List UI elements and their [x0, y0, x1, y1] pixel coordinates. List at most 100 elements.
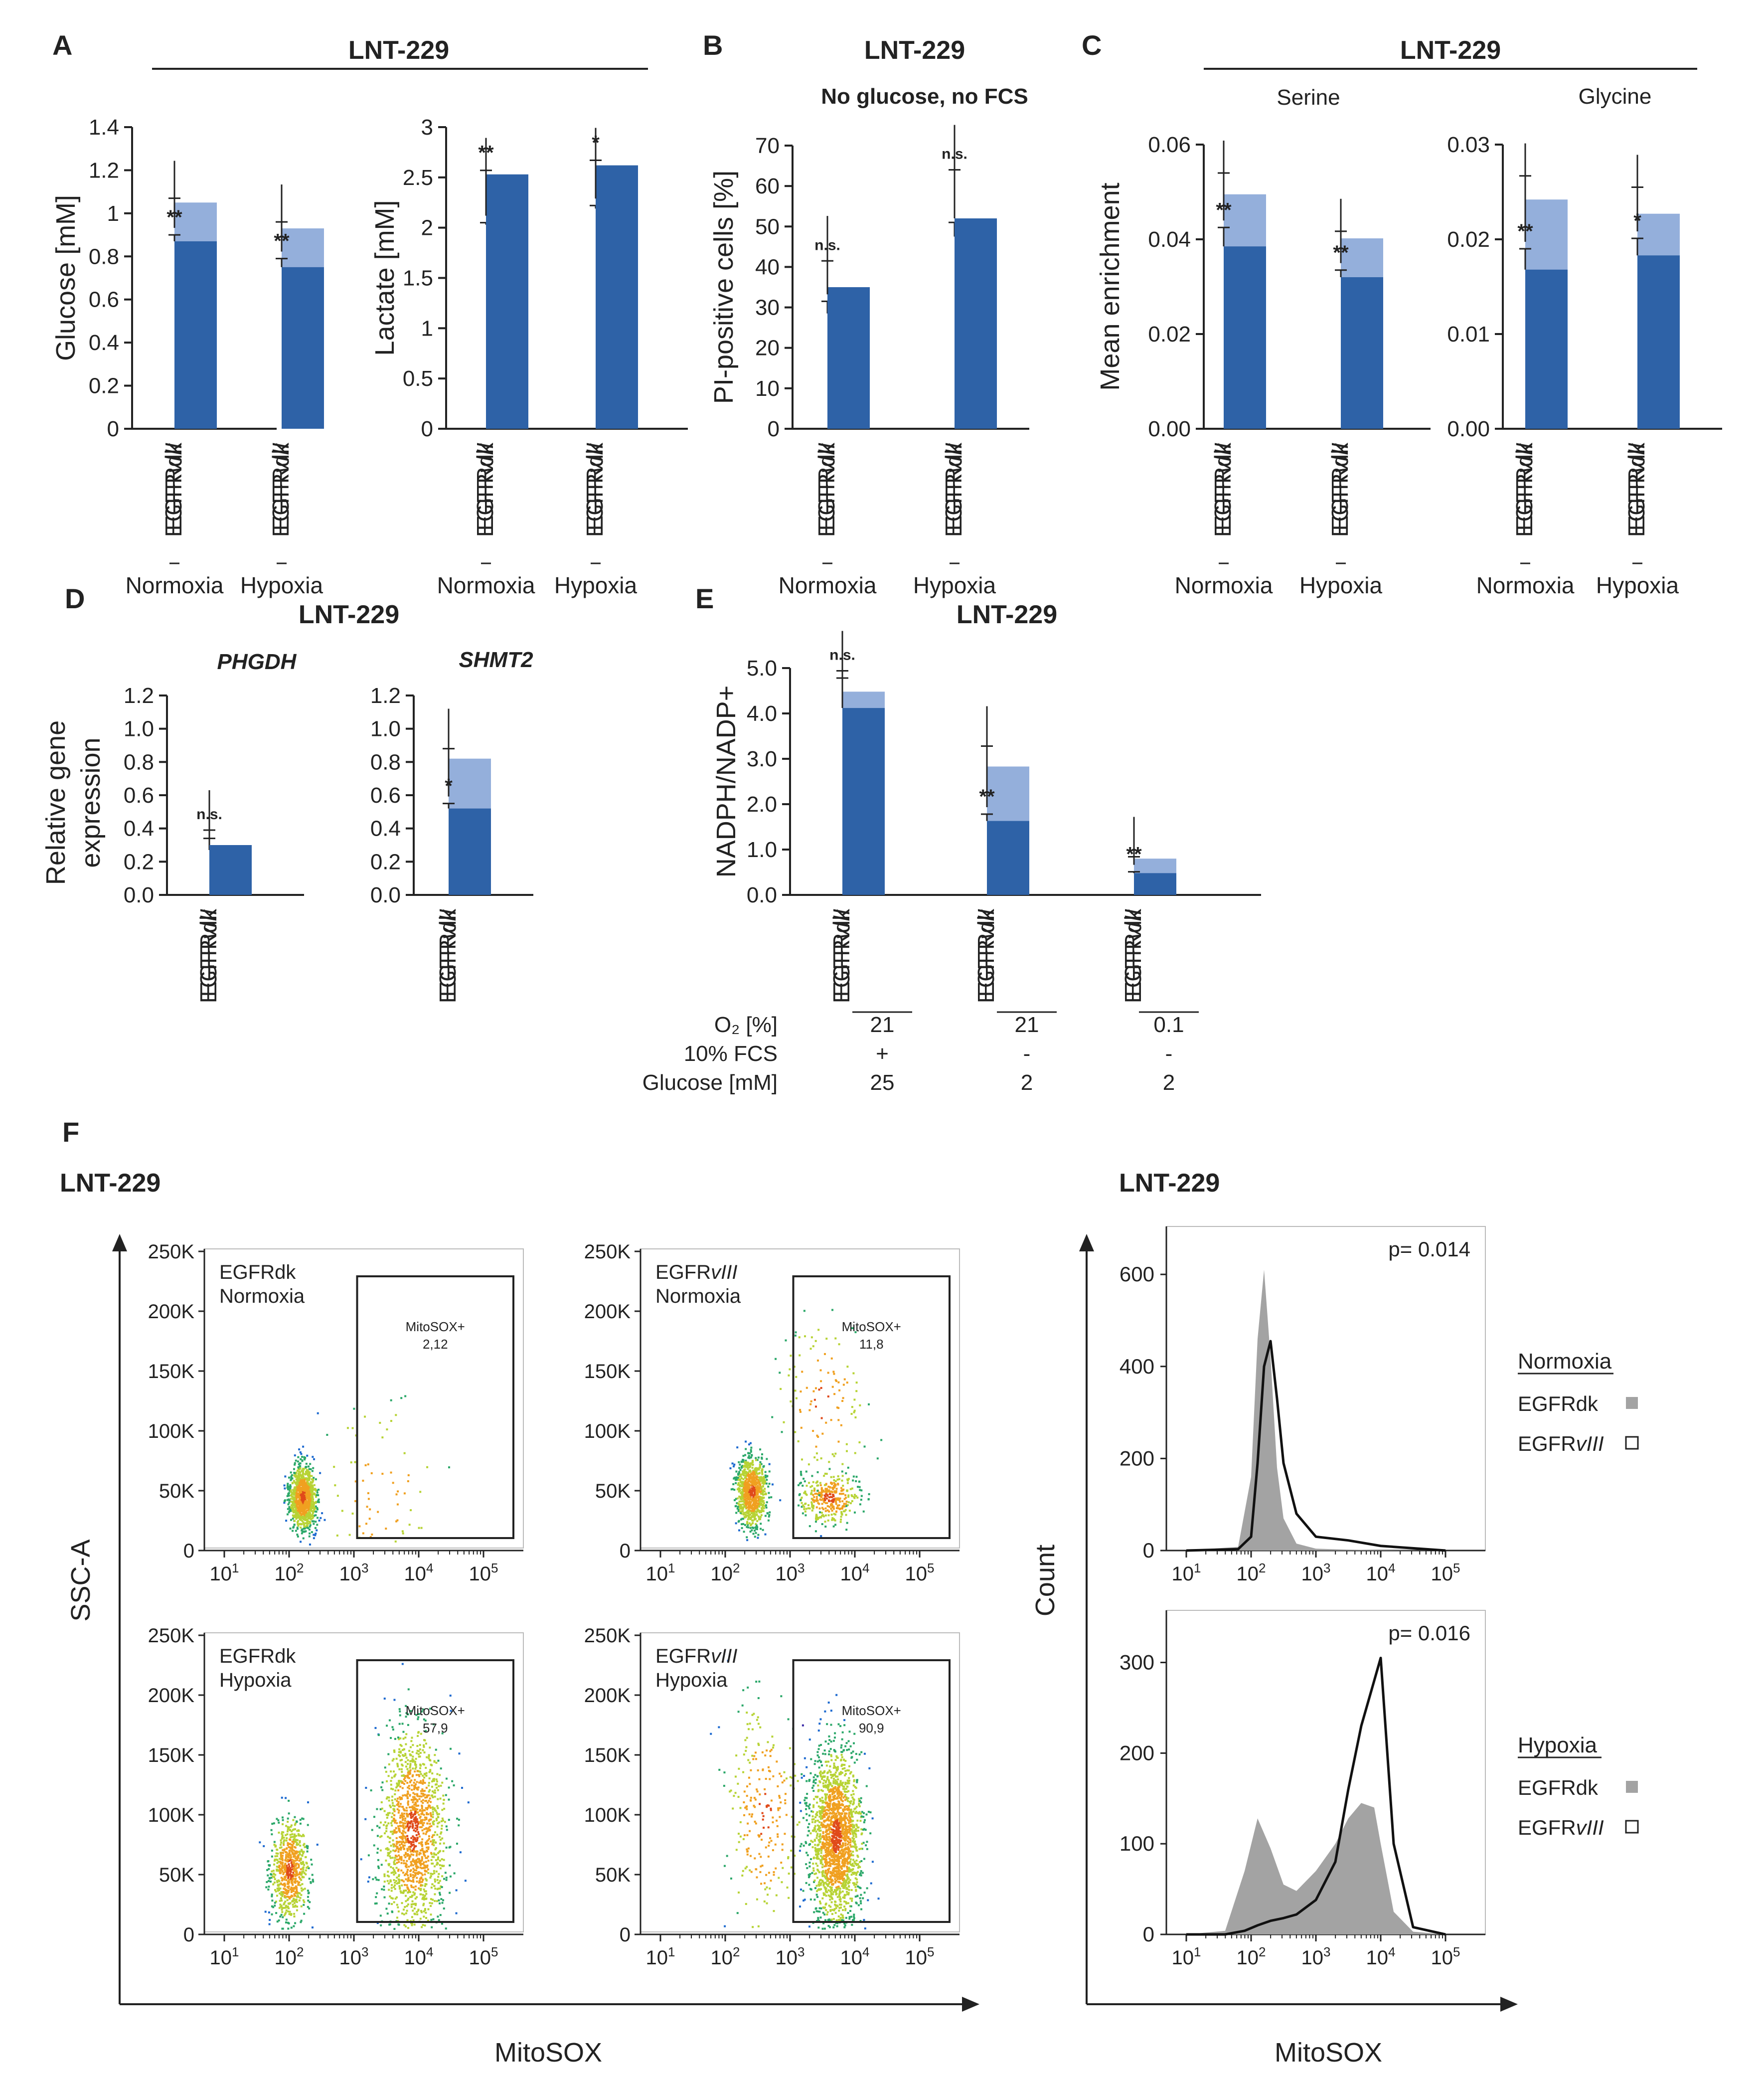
scatter-point [832, 1518, 835, 1520]
scatter-point [293, 1487, 296, 1490]
scatter-point [289, 1485, 292, 1488]
scatter-point [301, 1528, 304, 1531]
scatter-point [842, 1488, 845, 1491]
scatter-point [759, 1472, 761, 1474]
scatter-point [736, 1477, 739, 1479]
scatter-point [297, 1896, 300, 1898]
scatter-point [399, 1785, 402, 1788]
scatter-point [391, 1884, 393, 1886]
scatter-point [282, 1842, 285, 1845]
scatter-point [295, 1508, 297, 1510]
scatter-point [752, 1473, 755, 1475]
scatter-point [835, 1498, 837, 1501]
scatter-point [832, 1495, 835, 1498]
scatter-point [399, 1710, 401, 1713]
scatter-y-tick-label: 150K [148, 1361, 195, 1383]
scatter-point [397, 1765, 399, 1768]
scatter-point [388, 1875, 390, 1878]
scatter-point [366, 1506, 368, 1508]
scatter-point [810, 1493, 812, 1495]
scatter-point [282, 1862, 284, 1864]
scatter-point [808, 1482, 810, 1484]
scatter-point [308, 1907, 311, 1909]
scatter-point [290, 1836, 292, 1839]
scatter-point [825, 1493, 827, 1495]
scatter-point [294, 1501, 297, 1503]
scatter-point [294, 1498, 296, 1501]
scatter-point [387, 1775, 390, 1777]
scatter-point [418, 1882, 420, 1884]
scatter-point [406, 1825, 409, 1828]
scatter-point [305, 1471, 307, 1473]
scatter-point [300, 1862, 302, 1864]
scatter-point [278, 1919, 280, 1921]
scatter-point [307, 1512, 310, 1515]
scatter-point [265, 1886, 268, 1889]
scatter-point [309, 1521, 311, 1524]
scatter-point [281, 1865, 284, 1867]
scatter-point [745, 1516, 747, 1518]
scatter-point [756, 1508, 759, 1511]
scatter-point [391, 1799, 393, 1802]
scatter-point [393, 1774, 396, 1777]
scatter-point [274, 1905, 276, 1907]
scatter-point [309, 1526, 311, 1528]
scatter-point [433, 1780, 435, 1782]
scatter-point [413, 1806, 416, 1809]
scatter-point [424, 1809, 426, 1812]
scatter-point [763, 1490, 766, 1493]
scatter-point [299, 1853, 301, 1856]
scatter-point [831, 1517, 834, 1520]
scatter-point [747, 1468, 749, 1470]
scatter-point [405, 1912, 407, 1914]
scatter-point [453, 1784, 455, 1787]
scatter-point [282, 1823, 284, 1825]
scatter-point [754, 1498, 756, 1500]
scatter-point [746, 1462, 749, 1464]
scatter-point [290, 1877, 293, 1880]
scatter-point [752, 1514, 755, 1517]
scatter-point [276, 1920, 279, 1923]
scatter-point [296, 1511, 299, 1513]
scatter-point [316, 1489, 318, 1492]
scatter-point [292, 1517, 294, 1520]
scatter-point [300, 1482, 303, 1485]
scatter-point [418, 1887, 420, 1890]
scatter-point [758, 1497, 761, 1500]
scatter-point [827, 1485, 830, 1488]
category-label-egfrdk: EGFRdk [472, 442, 498, 530]
scatter-point [753, 1472, 756, 1475]
scatter-point [305, 1484, 308, 1486]
scatter-point [292, 1829, 294, 1831]
scatter-point [281, 1893, 284, 1895]
scatter-point [287, 1493, 290, 1496]
scatter-point [277, 1852, 279, 1855]
category-label-egfrdk: EGFRdk [941, 442, 966, 530]
scatter-point [285, 1909, 288, 1911]
category-label-egfrviii: EGFRvIII [941, 443, 966, 537]
scatter-point [267, 1880, 270, 1882]
scatter-point [752, 1494, 755, 1496]
scatter-point [744, 1502, 747, 1505]
scatter-point [422, 1802, 424, 1804]
scatter-point [748, 1506, 751, 1509]
scatter-point [318, 1519, 321, 1522]
scatter-point [757, 1493, 759, 1495]
scatter-point [299, 1507, 301, 1509]
scatter-point [298, 1477, 301, 1479]
scatter-point [284, 1912, 287, 1915]
scatter-point [271, 1823, 274, 1825]
scatter-point [378, 1826, 381, 1829]
scatter-point [814, 1530, 817, 1533]
scatter-point [292, 1839, 295, 1841]
y-tick-label: 0.00 [1447, 417, 1490, 441]
scatter-point [287, 1485, 289, 1488]
scatter-point [853, 1411, 855, 1413]
scatter-point [300, 1526, 302, 1529]
scatter-point [387, 1753, 390, 1755]
scatter-point [294, 1462, 296, 1464]
scatter-point [750, 1449, 752, 1451]
scatter-point [369, 1508, 371, 1511]
scatter-point [406, 1821, 408, 1823]
scatter-point [405, 1866, 408, 1869]
